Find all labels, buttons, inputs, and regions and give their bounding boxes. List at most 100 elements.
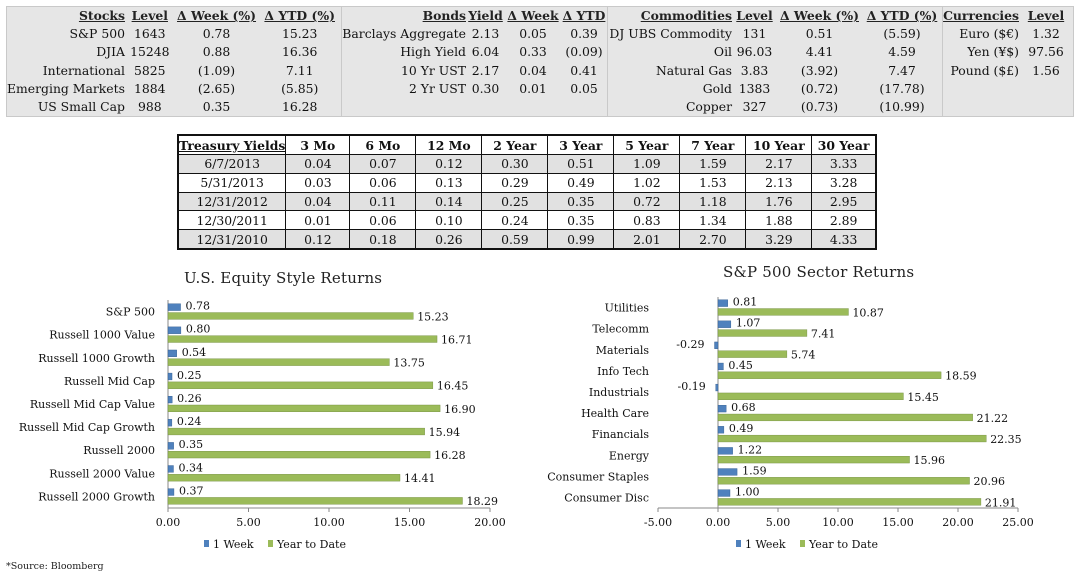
sector-ytd-bar	[717, 329, 808, 337]
treasury-yield-cell: 0.29	[481, 172, 549, 193]
equity-tick-label: 10.00	[313, 516, 345, 529]
treasury-yield-cell: 0.24	[481, 210, 549, 231]
treasury-row: 5/31/2013 0.03 0.06 0.13 0.29 0.49 1.02 1.53 2.1…	[177, 172, 877, 193]
treasury-yield-cell: 0.06	[349, 210, 417, 231]
stocks-body: S&P 500 1643 0.78 15.23 DJIA 15248 0.88 16.36 In…	[7, 25, 341, 116]
equity-ytd-label: 18.29	[466, 495, 498, 508]
currencies-table: Currencies Level Euro ($€) 1.32 Yen (¥$) 97…	[943, 7, 1073, 80]
equity-ytd-label: 15.94	[429, 426, 461, 439]
sector-week-label: 0.68	[731, 401, 756, 414]
sector-tick-label: 20.00	[942, 516, 974, 529]
treasury-yield-cell: 2.70	[679, 229, 747, 250]
treasury-yields-table: Treasury Yields 3 Mo 6 Mo 12 Mo 2 Year 3 Year…	[177, 134, 877, 250]
treasury-yield-cell: 2.89	[811, 210, 877, 231]
stocks-cell: (5.85)	[281, 80, 319, 96]
stocks-cell: 15.23	[281, 26, 318, 42]
sector-ytd-label: 7.41	[811, 327, 836, 340]
commodities-cell: 327	[742, 99, 767, 115]
stocks-cell: 7.11	[285, 62, 314, 78]
equity-week-bar	[167, 372, 173, 381]
sector-week-bar	[717, 447, 733, 455]
treasury-yield-cell: 0.51	[547, 154, 615, 174]
commodities-cell: 4.41	[805, 44, 834, 60]
bonds-cell: 0.05	[570, 80, 598, 96]
commodities-cell: 0.51	[805, 26, 834, 42]
treasury-header-cell: 10 Year	[745, 134, 813, 155]
stocks-cell: 16.28	[281, 99, 318, 115]
equity-week-label: 0.24	[177, 415, 202, 428]
equity-legend-week-label: 1 Week	[213, 538, 254, 551]
equity-ytd-bar	[167, 474, 401, 482]
stocks-cell: DJIA	[96, 44, 125, 60]
treasury-yield-cell: 2.17	[745, 154, 813, 174]
commodities-header-level: Level	[736, 8, 773, 23]
commodities-cell: (0.72)	[800, 80, 839, 96]
sector-ytd-label: 15.45	[907, 391, 939, 404]
bonds-cell: 0.30	[471, 80, 500, 96]
treasury-yield-cell: 3.29	[745, 229, 813, 250]
equity-ytd-label: 13.75	[393, 357, 425, 370]
treasury-header-cell: 30 Year	[811, 134, 877, 155]
currencies-header-name: Currencies	[943, 8, 1019, 23]
sector-ytd-label: 5.74	[791, 349, 816, 362]
equity-week-bar	[167, 488, 175, 496]
sector-ytd-label: 10.87	[852, 306, 884, 319]
sector-legend-ytd-swatch	[800, 540, 805, 547]
sector-ytd-bar	[717, 477, 970, 485]
treasury-yield-cell: 0.99	[547, 229, 615, 250]
treasury-yield-cell: 1.18	[679, 191, 747, 212]
sector-tick-label: -5.00	[644, 516, 672, 529]
treasury-yield-cell: 1.34	[679, 210, 747, 231]
sector-ytd-bar	[717, 350, 788, 358]
equity-week-label: 0.34	[178, 461, 203, 474]
stocks-cell: 1884	[134, 80, 166, 96]
stocks-cell: 1643	[134, 26, 166, 42]
bonds-header-yield: Yield	[468, 8, 503, 23]
sector-chart-title: S&P 500 Sector Returns	[723, 263, 915, 281]
commodities-row: Natural Gas 3.83 (3.92) 7.47	[608, 62, 942, 80]
sector-week-label: 1.22	[738, 443, 763, 456]
commodities-cell: Natural Gas	[655, 62, 732, 78]
sector-ytd-label: 20.96	[974, 475, 1006, 488]
treasury-yield-cell: 0.10	[415, 210, 483, 231]
equity-category-label: Russell 2000	[83, 444, 155, 457]
equity-ytd-label: 16.45	[437, 380, 469, 393]
treasury-yield-cell: 1.02	[613, 172, 681, 193]
sector-category-label: Materials	[596, 344, 650, 357]
equity-category-label: S&P 500	[106, 306, 155, 319]
bonds-row: Barclays Aggregate 2.13 0.05 0.39	[342, 25, 607, 43]
sector-category-label: Telecomm	[592, 323, 649, 336]
equity-category-label: Russell Mid Cap	[64, 375, 155, 388]
sector-ytd-bar	[717, 308, 849, 316]
sector-category-label: Consumer Staples	[547, 470, 649, 483]
equity-week-label: 0.78	[186, 300, 211, 313]
treasury-yield-cell: 0.03	[285, 172, 351, 193]
stocks-cell: 0.88	[202, 44, 231, 60]
equity-week-bar	[167, 326, 182, 334]
sector-category-label: Info Tech	[597, 365, 649, 378]
equity-ytd-bar	[167, 451, 431, 459]
equity-ytd-bar	[167, 335, 438, 343]
treasury-yield-cell: 2.01	[613, 229, 681, 250]
commodities-row: Gold 1383 (0.72) (17.78)	[608, 80, 942, 98]
treasury-header-cell: 3 Mo	[285, 134, 351, 155]
commodities-header-week: Δ Week (%)	[780, 8, 859, 23]
sector-week-bar	[717, 362, 724, 371]
sector-week-label: 1.07	[736, 317, 761, 330]
commodities-cell: Oil	[713, 44, 732, 60]
commodities-cell: DJ UBS Commodity	[609, 26, 732, 42]
treasury-date-cell: 12/31/2012	[177, 191, 287, 212]
sector-legend-week-swatch	[736, 540, 741, 547]
sector-week-label: 1.00	[735, 485, 760, 498]
treasury-yield-cell: 3.33	[811, 154, 877, 174]
sector-week-bar	[714, 341, 719, 349]
equity-category-label: Russell Mid Cap Value	[30, 398, 155, 411]
treasury-header-cell: 12 Mo	[415, 134, 483, 155]
currencies-cell: 1.56	[1032, 62, 1060, 78]
sector-ytd-bar	[717, 371, 942, 379]
treasury-header-cell: Treasury Yields	[177, 134, 287, 155]
equity-week-label: 0.37	[179, 484, 204, 497]
treasury-yield-cell: 1.53	[679, 172, 747, 193]
sector-ytd-bar	[717, 434, 987, 443]
sector-tick-label: 10.00	[822, 516, 854, 529]
